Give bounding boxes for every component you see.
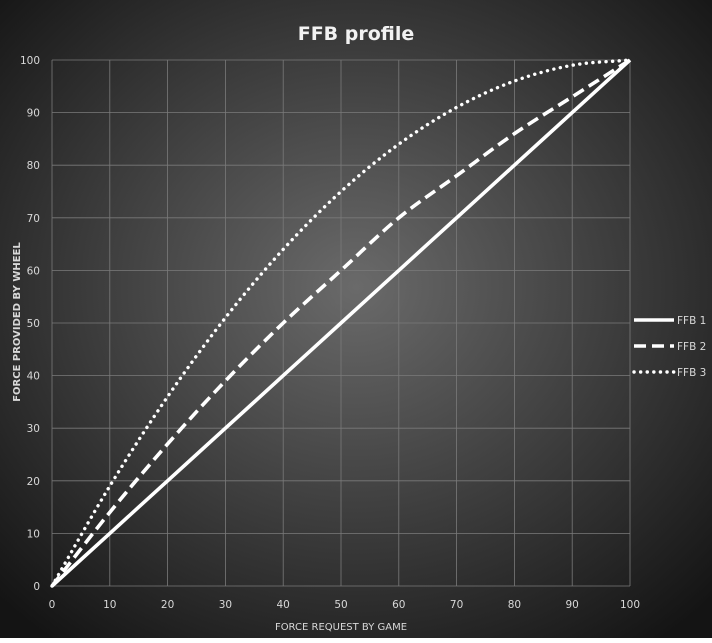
y-tick-label: 0 (33, 581, 40, 593)
x-tick-label: 90 (566, 599, 579, 611)
x-tick-label: 0 (49, 599, 56, 611)
x-axis-label: FORCE REQUEST BY GAME (275, 622, 407, 633)
x-tick-label: 10 (103, 599, 116, 611)
x-tick-label: 100 (620, 599, 640, 611)
y-tick-label: 10 (27, 528, 40, 540)
series-layer (50, 58, 632, 588)
y-tick-label: 30 (27, 423, 40, 435)
y-axis-ticks: 0 10 20 30 40 50 60 70 80 90 100 (20, 55, 40, 593)
x-tick-label: 60 (392, 599, 405, 611)
y-tick-label: 100 (20, 55, 40, 67)
x-tick-label: 30 (219, 599, 232, 611)
x-tick-label: 70 (450, 599, 463, 611)
legend-label-ffb-3: FFB 3 (677, 367, 706, 379)
x-tick-label: 50 (334, 599, 347, 611)
y-tick-label: 80 (27, 160, 40, 172)
y-tick-label: 60 (27, 265, 40, 277)
chart-title: FFB profile (298, 23, 415, 45)
legend-label-ffb-1: FFB 1 (677, 315, 706, 327)
x-tick-label: 80 (508, 599, 521, 611)
legend: FFB 1 FFB 2 FFB 3 (632, 315, 706, 379)
grid-lines (51, 59, 631, 587)
y-tick-label: 90 (27, 108, 40, 120)
legend-label-ffb-2: FFB 2 (677, 341, 706, 353)
series-line-ffb-3 (50, 58, 632, 588)
y-tick-label: 40 (27, 371, 40, 383)
y-axis-label: FORCE PROVIDED BY WHEEL (12, 242, 23, 402)
y-tick-label: 50 (27, 318, 40, 330)
x-tick-label: 40 (277, 599, 290, 611)
y-tick-label: 20 (27, 476, 40, 488)
series-line-ffb-2 (50, 58, 631, 588)
x-axis-ticks: 0 10 20 30 40 50 60 70 80 90 100 (49, 599, 640, 611)
series-line-ffb-1 (50, 58, 632, 588)
y-tick-label: 70 (27, 213, 40, 225)
x-tick-label: 20 (161, 599, 174, 611)
